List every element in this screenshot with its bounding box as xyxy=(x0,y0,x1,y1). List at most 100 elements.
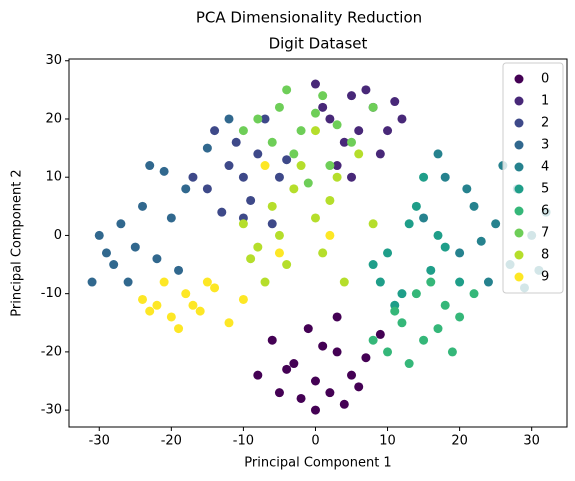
y-tick-label: 0 xyxy=(54,228,62,243)
point xyxy=(274,248,284,258)
point xyxy=(318,102,328,112)
point xyxy=(152,300,162,310)
point xyxy=(267,219,277,229)
point xyxy=(404,219,414,229)
point xyxy=(339,137,349,147)
point xyxy=(174,324,184,334)
point xyxy=(138,201,148,211)
point xyxy=(325,161,335,171)
y-axis-label: Principal Component 2 xyxy=(10,169,25,316)
point xyxy=(138,294,148,304)
point xyxy=(202,277,212,287)
y-tick-label: -30 xyxy=(41,403,62,418)
point xyxy=(347,91,357,101)
legend-label: 4 xyxy=(541,160,549,175)
x-tick-label: 0 xyxy=(311,434,319,449)
point xyxy=(347,137,357,147)
point xyxy=(310,126,320,136)
point xyxy=(274,230,284,240)
point xyxy=(440,242,450,252)
legend-box xyxy=(502,62,564,294)
point xyxy=(188,172,198,182)
point xyxy=(253,114,263,124)
point xyxy=(483,277,493,287)
point xyxy=(318,341,328,351)
point xyxy=(181,184,191,194)
point xyxy=(462,184,472,194)
point xyxy=(289,149,299,159)
point xyxy=(411,289,421,299)
point xyxy=(404,359,414,369)
point xyxy=(289,359,299,369)
point xyxy=(166,312,176,322)
point xyxy=(253,242,263,252)
y-tick-label: 10 xyxy=(45,170,62,185)
point xyxy=(354,149,364,159)
point xyxy=(260,277,270,287)
point xyxy=(267,335,277,345)
point xyxy=(455,312,465,322)
point xyxy=(130,242,140,252)
point xyxy=(152,254,162,264)
point xyxy=(296,161,306,171)
y-tick-label: 30 xyxy=(45,53,62,68)
point xyxy=(282,85,292,95)
legend-label: 8 xyxy=(541,248,549,263)
point xyxy=(390,97,400,107)
legend-marker xyxy=(514,272,524,282)
point xyxy=(101,248,111,258)
x-tick-label: 30 xyxy=(523,434,540,449)
chart-title: PCA Dimensionality Reduction xyxy=(196,9,422,27)
point xyxy=(310,108,320,118)
point xyxy=(260,161,270,171)
point xyxy=(368,335,378,345)
point xyxy=(325,230,335,240)
point xyxy=(339,399,349,409)
point xyxy=(411,201,421,211)
point xyxy=(238,126,248,136)
point xyxy=(296,393,306,403)
point xyxy=(361,353,371,363)
point xyxy=(332,161,342,171)
point xyxy=(238,219,248,229)
point xyxy=(282,260,292,270)
point xyxy=(447,347,457,357)
point xyxy=(246,254,256,264)
legend-marker xyxy=(514,96,524,106)
point xyxy=(289,184,299,194)
point xyxy=(433,149,443,159)
point xyxy=(174,265,184,275)
point xyxy=(202,184,212,194)
point xyxy=(238,172,248,182)
point xyxy=(375,329,385,339)
point xyxy=(246,195,256,205)
y-tick-label: 20 xyxy=(45,111,62,126)
point xyxy=(469,289,479,299)
plot-frame xyxy=(68,58,568,428)
point xyxy=(116,219,126,229)
x-tick-label: 20 xyxy=(451,434,468,449)
legend-marker xyxy=(514,74,524,84)
y-tick-label: -10 xyxy=(41,286,62,301)
point xyxy=(303,324,313,334)
point xyxy=(202,143,212,153)
point xyxy=(491,219,501,229)
point xyxy=(419,213,429,223)
point xyxy=(397,289,407,299)
point xyxy=(310,405,320,415)
x-tick-label: -20 xyxy=(161,434,182,449)
legend-marker xyxy=(514,228,524,238)
x-tick-label: -30 xyxy=(89,434,110,449)
legend-marker xyxy=(514,118,524,128)
legend-marker xyxy=(514,250,524,260)
legend-label: 2 xyxy=(541,116,549,131)
point xyxy=(267,201,277,211)
point xyxy=(390,306,400,316)
point xyxy=(238,294,248,304)
point xyxy=(375,277,385,287)
point xyxy=(325,114,335,124)
point xyxy=(368,102,378,112)
point xyxy=(375,149,385,159)
point xyxy=(419,172,429,182)
